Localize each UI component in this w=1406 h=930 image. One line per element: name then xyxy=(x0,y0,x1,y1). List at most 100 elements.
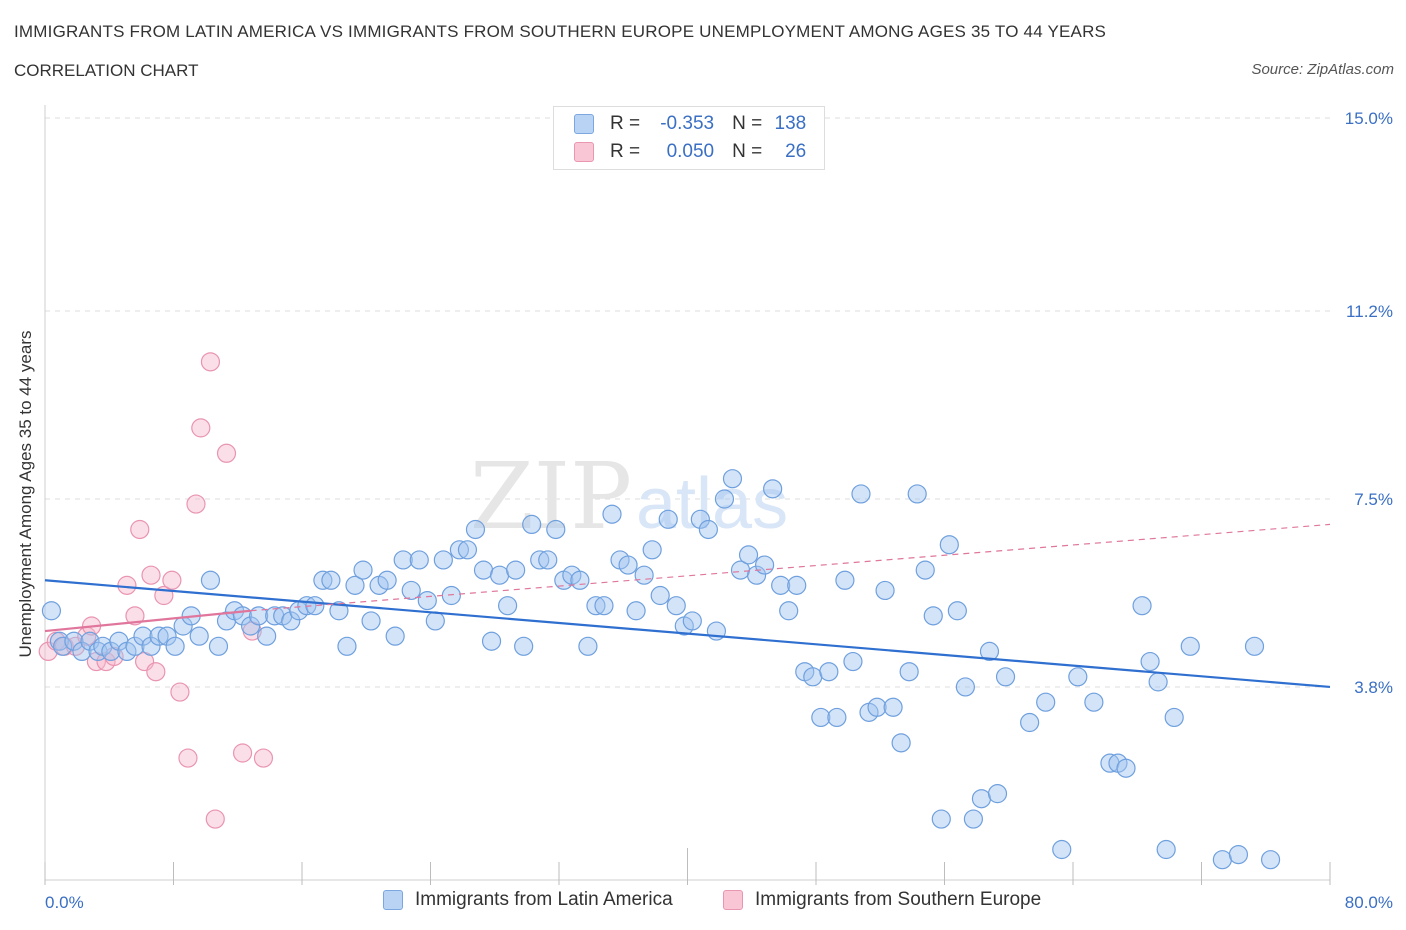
latin-america-point xyxy=(522,514,542,535)
latin-america-point xyxy=(257,626,277,646)
latin-america-point xyxy=(101,641,121,662)
watermark-zip: ZIP xyxy=(470,443,632,550)
latin-america-point xyxy=(891,733,911,753)
southern-europe-point xyxy=(178,748,198,768)
latin-america-point xyxy=(465,519,486,540)
latin-america-point xyxy=(875,580,895,601)
latin-america-point xyxy=(987,784,1008,804)
southern-europe-point xyxy=(200,352,221,372)
southern-europe-point xyxy=(205,809,225,829)
series-legend: Immigrants from Latin America Immigrants… xyxy=(0,889,1406,915)
y-tick-labels: 3.8% 7.5% 11.2% 15.0% xyxy=(1345,109,1393,697)
latin-america-point xyxy=(722,469,743,489)
latin-america-point xyxy=(165,636,185,656)
latin-america-point xyxy=(650,585,670,606)
y-tick-label: 7.5% xyxy=(1354,490,1393,509)
latin-america-point xyxy=(811,707,831,728)
legend-row-southern-europe: R = 0.050 N = 26 xyxy=(574,140,806,164)
latin-america-point xyxy=(1228,844,1249,865)
southern-europe-point xyxy=(117,575,137,595)
latin-america-point xyxy=(353,560,373,580)
latin-america-point xyxy=(425,611,445,631)
latin-america-point xyxy=(538,550,558,570)
latin-america-point xyxy=(939,535,959,555)
latin-america-point xyxy=(1116,758,1136,778)
latin-america-point xyxy=(80,631,100,651)
latin-america-point xyxy=(53,636,73,656)
latin-america-point xyxy=(883,697,903,717)
latin-america-point xyxy=(1132,596,1152,616)
latin-america-point xyxy=(1164,707,1184,728)
latin-america-point xyxy=(763,479,783,499)
legend-r-value: -0.353 xyxy=(660,113,715,134)
southern-europe-point xyxy=(125,606,145,626)
legend-n-value: 138 xyxy=(774,113,807,134)
latin-america-point xyxy=(779,601,799,621)
latin-america-point xyxy=(642,540,662,560)
source-label: Source: ZipAtlas.com xyxy=(1251,61,1394,78)
watermark: ZIP atlas xyxy=(470,443,788,550)
latin-america-point xyxy=(321,570,341,590)
latin-america-point xyxy=(827,707,847,728)
latin-america-point xyxy=(746,565,767,585)
latin-america-point xyxy=(409,550,429,570)
latin-america-point xyxy=(1020,712,1040,733)
latin-america-point xyxy=(803,667,823,687)
latin-america-point xyxy=(771,575,791,595)
latin-america-point xyxy=(682,611,702,631)
latin-america-point xyxy=(313,570,333,590)
latin-america-point xyxy=(738,545,759,565)
latin-america-point xyxy=(594,596,614,616)
latin-america-point xyxy=(249,606,269,626)
latin-america-point xyxy=(947,601,967,621)
latin-america-point xyxy=(401,580,421,601)
latin-america-point xyxy=(955,677,975,697)
latin-america-point xyxy=(899,662,919,682)
series-legend-southern-europe[interactable]: Immigrants from Southern Europe xyxy=(723,889,1041,911)
southern-europe-point xyxy=(141,565,161,585)
y-tick-label: 3.8% xyxy=(1354,678,1393,697)
series-swatch-pink xyxy=(723,890,743,910)
latin-america-point xyxy=(851,484,871,504)
latin-america-point xyxy=(189,626,209,646)
axes xyxy=(44,105,1331,885)
latin-america-point xyxy=(658,509,678,529)
latin-america-point xyxy=(835,570,855,590)
legend-n-label: N = xyxy=(732,141,763,162)
latin-america-point xyxy=(931,809,951,829)
latin-america-point xyxy=(329,601,349,621)
latin-america-point xyxy=(1052,839,1072,860)
chart-subtitle: CORRELATION CHART xyxy=(14,61,199,80)
latin-america-point xyxy=(125,636,145,656)
latin-america-point xyxy=(489,565,510,585)
series-legend-label: Immigrants from Southern Europe xyxy=(755,889,1042,910)
latin-america-point xyxy=(618,555,638,575)
latin-america-point xyxy=(41,601,62,621)
latin-america-point xyxy=(907,484,927,504)
latin-america-point xyxy=(923,606,943,626)
southern-europe-point xyxy=(170,682,190,702)
latin-america-point xyxy=(626,601,646,621)
southern-europe-point xyxy=(130,519,150,540)
watermark-atlas: atlas xyxy=(636,464,788,544)
series-legend-latin-america[interactable]: Immigrants from Latin America xyxy=(383,889,673,911)
latin-america-point xyxy=(393,550,413,570)
chart-title: IMMIGRANTS FROM LATIN AMERICA VS IMMIGRA… xyxy=(14,22,1107,41)
latin-america-point xyxy=(457,540,478,560)
latin-america-point xyxy=(1180,636,1200,656)
latin-america-point xyxy=(570,570,590,590)
latin-america-points xyxy=(41,469,1281,870)
latin-america-point xyxy=(586,596,606,616)
latin-america-point xyxy=(72,641,92,662)
latin-america-point xyxy=(157,626,177,646)
latin-america-point xyxy=(49,631,70,651)
latin-america-point xyxy=(698,519,718,540)
latin-america-point xyxy=(754,555,775,575)
latin-america-point xyxy=(979,641,1000,662)
latin-america-point xyxy=(963,809,984,829)
y-axis-label: Unemployment Among Ages 35 to 44 years xyxy=(16,330,35,658)
southern-europe-point xyxy=(146,662,166,682)
legend-r-label: R = xyxy=(610,113,641,134)
latin-america-point xyxy=(481,631,502,651)
southern-europe-trend-line xyxy=(44,609,251,633)
